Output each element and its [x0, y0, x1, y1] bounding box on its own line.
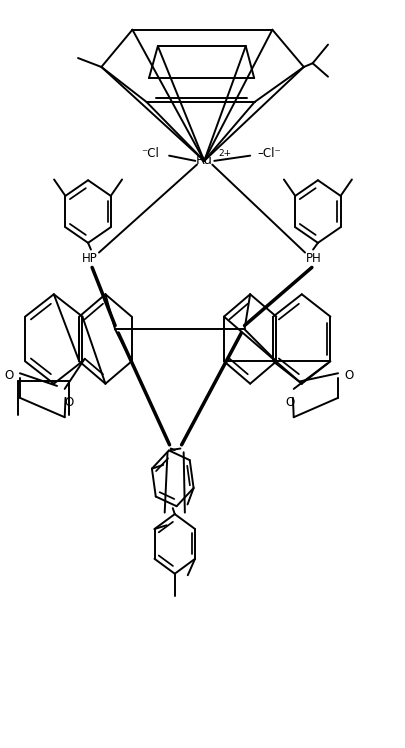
Text: HP: HP	[82, 252, 98, 265]
Text: O: O	[284, 396, 294, 409]
Text: O: O	[344, 369, 353, 382]
Text: ⁻Cl: ⁻Cl	[141, 147, 158, 160]
Text: PH: PH	[305, 252, 321, 265]
Text: –Cl⁻: –Cl⁻	[257, 147, 281, 160]
Text: Ru: Ru	[195, 154, 212, 168]
Text: 2+: 2+	[218, 149, 231, 158]
Text: O: O	[4, 369, 13, 382]
Text: O: O	[64, 396, 73, 409]
